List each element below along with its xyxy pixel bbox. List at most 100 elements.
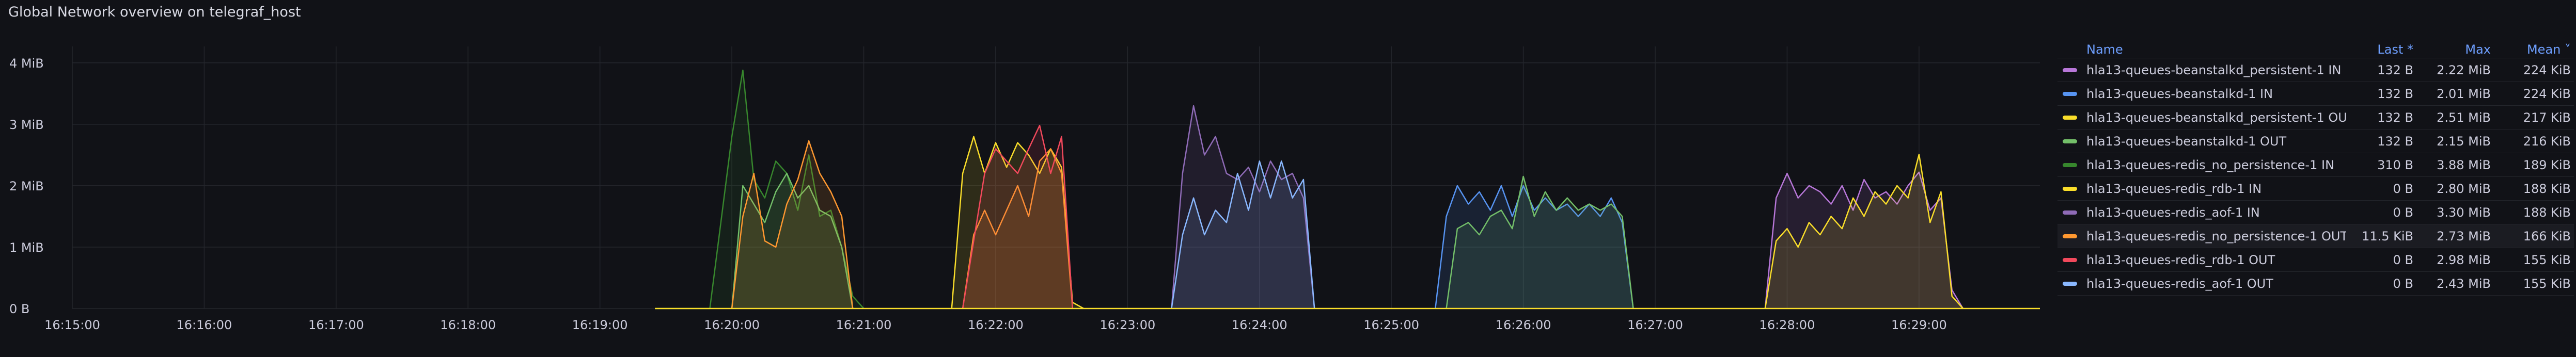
legend-series-name: hla13-queues-redis_no_persistence-1 IN xyxy=(2086,157,2335,172)
series-color-swatch xyxy=(2063,139,2077,143)
legend-series-name: hla13-queues-redis_aof-1 IN xyxy=(2086,205,2260,220)
legend-last-value: 132 B xyxy=(2377,62,2413,77)
legend-last-value: 132 B xyxy=(2377,110,2413,125)
y-tick-label: 3 MiB xyxy=(9,118,44,132)
series-area xyxy=(951,136,1084,309)
legend-header-max[interactable]: Max xyxy=(2465,42,2491,57)
legend-series-name: hla13-queues-redis_rdb-1 OUT xyxy=(2086,252,2275,267)
legend-mean-value: 166 KiB xyxy=(2523,229,2571,244)
series-color-swatch xyxy=(2063,115,2077,120)
x-tick-label: 16:15:00 xyxy=(44,318,100,332)
x-tick-label: 16:16:00 xyxy=(177,318,232,332)
y-tick-label: 2 MiB xyxy=(9,179,44,193)
legend-series-name: hla13-queues-beanstalkd_persistent-1 IN xyxy=(2086,62,2342,77)
x-tick-label: 16:23:00 xyxy=(1099,318,1155,332)
series-line[interactable] xyxy=(951,136,1084,310)
series-line[interactable] xyxy=(731,172,854,309)
legend-max-value: 2.22 MiB xyxy=(2437,62,2491,77)
legend-row[interactable]: hla13-queues-beanstalkd-1 OUT 132 B 2.15… xyxy=(2057,129,2574,153)
series-color-swatch xyxy=(2063,234,2077,238)
legend-row[interactable]: hla13-queues-beanstalkd_persistent-1 IN … xyxy=(2057,58,2574,82)
y-axis: 0 B 1 MiB 2 MiB 3 MiB 4 MiB xyxy=(9,56,44,316)
series-line[interactable] xyxy=(962,148,1074,309)
x-tick-label: 16:26:00 xyxy=(1496,318,1551,332)
time-series-chart[interactable]: 0 B 1 MiB 2 MiB 3 MiB 4 MiB 16:15:00 16:16:00… xyxy=(0,0,2055,357)
legend-max-value: 3.30 MiB xyxy=(2437,205,2491,220)
legend-body: hla13-queues-beanstalkd_persistent-1 IN … xyxy=(2057,58,2574,296)
series-line[interactable] xyxy=(1764,171,1964,309)
legend-last-value: 0 B xyxy=(2393,181,2413,196)
legend-max-value: 2.01 MiB xyxy=(2437,86,2491,101)
series-layer xyxy=(655,69,2040,310)
series-line[interactable] xyxy=(1171,105,1315,309)
legend-last-value: 0 B xyxy=(2393,252,2413,267)
legend-series-name: hla13-queues-redis_rdb-1 IN xyxy=(2086,181,2262,196)
x-tick-label: 16:18:00 xyxy=(440,318,496,332)
series-area xyxy=(963,149,1073,309)
legend-row[interactable]: hla13-queues-redis_no_persistence-1 OUT … xyxy=(2057,224,2574,248)
legend-header-mean[interactable]: Mean ˅ xyxy=(2526,42,2571,57)
legend-mean-value: 155 KiB xyxy=(2523,276,2571,291)
series-color-swatch xyxy=(2063,68,2077,72)
legend-last-value: 310 B xyxy=(2377,157,2413,172)
legend-max-value: 2.51 MiB xyxy=(2437,110,2491,125)
legend-header: Name Last * Max Mean ˅ xyxy=(2057,41,2574,58)
legend-mean-value: 224 KiB xyxy=(2523,86,2571,101)
legend-last-value: 0 B xyxy=(2393,276,2413,291)
legend-series-name: hla13-queues-redis_aof-1 OUT xyxy=(2086,276,2273,291)
legend-mean-value: 216 KiB xyxy=(2523,134,2571,149)
grid-lines xyxy=(72,46,2040,309)
legend-row[interactable]: hla13-queues-beanstalkd-1 IN 132 B 2.01 … xyxy=(2057,82,2574,106)
legend-max-value: 2.80 MiB xyxy=(2437,181,2491,196)
legend-last-value: 0 B xyxy=(2393,205,2413,220)
x-tick-label: 16:22:00 xyxy=(968,318,1024,332)
x-tick-label: 16:29:00 xyxy=(1891,318,1947,332)
series-line[interactable] xyxy=(1446,175,1634,309)
x-tick-label: 16:19:00 xyxy=(572,318,628,332)
series-line[interactable] xyxy=(1764,153,1964,309)
series-area xyxy=(1171,106,1315,309)
legend-row[interactable]: hla13-queues-redis_rdb-1 OUT 0 B 2.98 Mi… xyxy=(2057,248,2574,272)
series-area xyxy=(1765,172,1963,309)
series-line[interactable] xyxy=(962,124,1074,309)
series-area xyxy=(732,173,853,309)
x-tick-label: 16:27:00 xyxy=(1627,318,1683,332)
legend-series-name: hla13-queues-beanstalkd-1 OUT xyxy=(2086,134,2287,149)
legend-max-value: 2.43 MiB xyxy=(2437,276,2491,291)
legend-mean-value: 188 KiB xyxy=(2523,181,2571,196)
series-area xyxy=(1171,161,1315,309)
series-color-swatch xyxy=(2063,210,2077,215)
series-color-swatch xyxy=(2063,186,2077,191)
legend-last-value: 11.5 KiB xyxy=(2362,229,2413,244)
series-area xyxy=(732,141,853,309)
legend-last-value: 132 B xyxy=(2377,134,2413,149)
series-color-swatch xyxy=(2063,257,2077,262)
x-tick-label: 16:20:00 xyxy=(704,318,760,332)
legend-row[interactable]: hla13-queues-redis_aof-1 OUT 0 B 2.43 Mi… xyxy=(2057,272,2574,296)
series-line[interactable] xyxy=(1171,160,1315,309)
legend-header-last[interactable]: Last * xyxy=(2377,42,2413,57)
legend-table: Name Last * Max Mean ˅ hla13-queues-bean… xyxy=(2057,41,2574,296)
x-tick-label: 16:25:00 xyxy=(1363,318,1419,332)
legend-row[interactable]: hla13-queues-redis_aof-1 IN 0 B 3.30 MiB… xyxy=(2057,201,2574,224)
x-tick-label: 16:24:00 xyxy=(1232,318,1287,332)
series-line[interactable] xyxy=(1435,185,1634,309)
legend-mean-value: 188 KiB xyxy=(2523,205,2571,220)
series-color-swatch xyxy=(2063,163,2077,167)
x-tick-label: 16:21:00 xyxy=(836,318,892,332)
legend-series-name: hla13-queues-beanstalkd_persistent-1 OUT xyxy=(2086,110,2346,125)
x-tick-label: 16:28:00 xyxy=(1760,318,1815,332)
legend-mean-value: 217 KiB xyxy=(2523,110,2571,125)
series-line[interactable] xyxy=(731,140,854,309)
legend-max-value: 2.73 MiB xyxy=(2437,229,2491,244)
series-area xyxy=(1446,176,1633,309)
legend-row[interactable]: hla13-queues-redis_rdb-1 IN 0 B 2.80 MiB… xyxy=(2057,177,2574,201)
y-tick-label: 0 B xyxy=(9,302,29,316)
series-color-swatch xyxy=(2063,91,2077,96)
y-tick-label: 4 MiB xyxy=(9,56,44,71)
legend-header-name[interactable]: Name xyxy=(2086,42,2123,57)
series-area xyxy=(1435,185,1633,309)
legend-row[interactable]: hla13-queues-redis_no_persistence-1 IN 3… xyxy=(2057,153,2574,177)
x-tick-label: 16:17:00 xyxy=(308,318,364,332)
legend-row[interactable]: hla13-queues-beanstalkd_persistent-1 OUT… xyxy=(2057,106,2574,129)
